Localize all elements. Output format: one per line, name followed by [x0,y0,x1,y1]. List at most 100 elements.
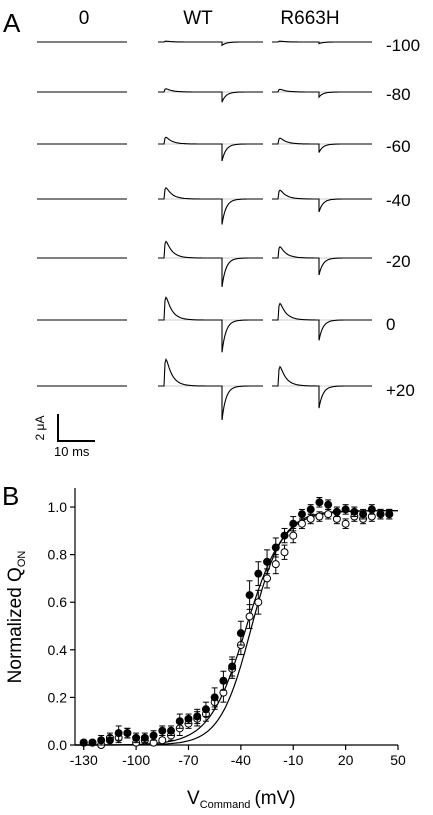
data-point [271,560,280,569]
panel-a-label: A [3,8,21,38]
x-tick-label: -40 [231,752,251,768]
data-point [306,514,315,523]
data-point [105,736,114,745]
fit-curve [75,510,398,746]
data-point [219,676,228,685]
data-point [97,736,106,745]
data-point [193,712,202,721]
voltage-label: -60 [386,137,411,156]
y-ticks: 0.0 0.2 0.4 0.6 0.8 1.0 [48,499,75,753]
data-point [297,510,306,519]
data-point [324,500,333,509]
voltage-label: -40 [386,191,411,210]
data-point [149,731,158,740]
data-point [158,736,167,745]
data-point [263,557,272,566]
x-tick-label: -10 [283,752,303,768]
voltage-label: +20 [386,381,415,400]
x-axis-title-main: V [187,788,200,809]
data-point [245,591,254,600]
x-axis-title-sub: Command [200,799,251,811]
boltzmann-fits [75,510,398,746]
data-point [280,531,289,540]
y-tick-label: 0.4 [48,642,68,658]
data-point [254,598,263,607]
data-point [254,569,263,578]
y-axis-title: Normalized QON [5,551,28,684]
data-point [315,512,324,521]
x-tick-label: -70 [178,752,198,768]
data-point [132,733,141,742]
x-axis-title: VCommand (mV) [187,788,296,811]
x-tick-label: -100 [122,752,150,768]
data-point [341,519,350,528]
current-trace [158,40,263,47]
data-point [367,505,376,514]
current-trace [272,365,372,409]
data-point [271,543,280,552]
x-tick-label: 20 [338,752,354,768]
data-point [158,726,167,735]
current-trace [158,357,263,421]
data-point [324,510,333,519]
data-point [245,612,254,621]
data-point [350,507,359,516]
panel-b-label: B [2,481,19,511]
data-point [228,662,237,671]
current-trace [272,245,372,276]
voltage-label: -100 [386,36,420,55]
data-point [88,738,97,747]
data-point [167,726,176,735]
data-points [79,497,394,749]
data-point [201,705,210,714]
column-label-r663h: R663H [280,8,339,29]
y-tick-label: 0.2 [48,689,68,705]
scale-bar-time-label: 10 ms [54,444,90,459]
scale-bar-current-label: 2 μA [33,416,47,441]
current-trace [158,136,263,162]
data-point [140,733,149,742]
current-trace [272,40,372,45]
data-point [210,693,219,702]
current-trace [158,88,263,103]
column-label-wt: WT [183,8,213,29]
data-point [280,548,289,557]
current-trace [272,137,372,153]
x-tick-label: -130 [70,752,98,768]
data-point [341,505,350,514]
current-trace [158,186,263,225]
voltage-label: -20 [386,252,411,271]
data-point [376,510,385,519]
y-tick-label: 0.0 [48,737,68,753]
data-point [297,519,306,528]
data-point [114,729,123,738]
y-axis-title-sub: ON [16,551,28,568]
data-point [289,519,298,528]
data-point [385,510,394,519]
y-tick-label: 0.6 [48,594,68,610]
voltage-label: 0 [386,315,395,334]
current-traces [37,40,372,421]
x-axis-title-unit: (mV) [254,788,295,809]
y-tick-label: 1.0 [48,499,68,515]
data-point [315,498,324,507]
data-point [184,714,193,723]
y-axis-title-main: Normalized Q [5,567,26,683]
qv-plot: 0.0 0.2 0.4 0.6 0.8 1.0 -130 -100 -70 -40 -10 20 50 [48,488,406,768]
current-trace [272,302,372,341]
current-trace [272,88,372,99]
x-tick-label: 50 [390,752,406,768]
current-trace [272,189,372,213]
current-trace [158,296,263,353]
fit-curve [75,510,398,746]
data-point [332,507,341,516]
data-point [263,574,272,583]
data-point [175,717,184,726]
data-point [123,729,132,738]
x-ticks: -130 -100 -70 -40 -10 20 50 [70,745,406,768]
scale-bar: 2 μA 10 ms [33,414,95,459]
data-point [306,505,315,514]
voltage-label: -80 [386,85,411,104]
data-point [289,531,298,540]
